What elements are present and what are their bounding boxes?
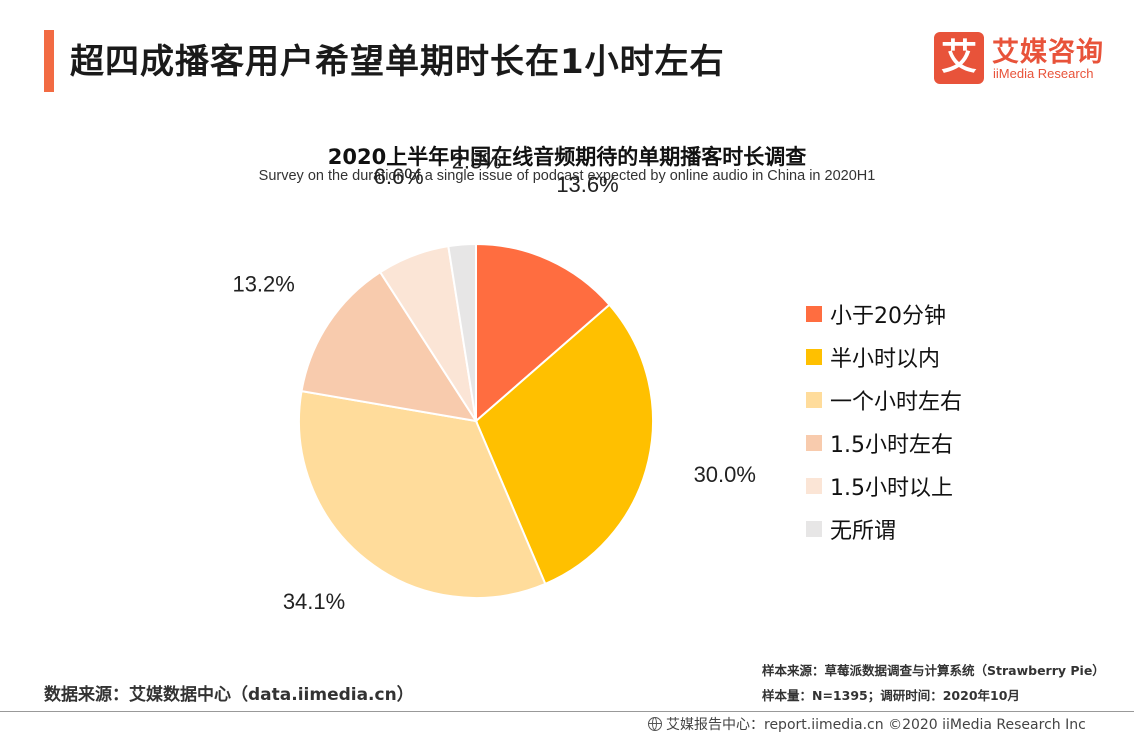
- pie-slice-1: [474, 303, 654, 586]
- legend-label: 小于20分钟: [830, 304, 946, 329]
- legend-swatch: [806, 521, 822, 537]
- logo-name-cn: 艾媒咨询: [992, 37, 1104, 68]
- footer-divider: [0, 711, 1134, 712]
- slice-value-label-3: 13.2%: [232, 272, 294, 297]
- legend-label: 一个小时左右: [830, 390, 963, 415]
- logo-mark-icon: 艾: [934, 32, 984, 84]
- brand-logo: 艾 艾媒咨询 iiMedia Research: [934, 32, 1134, 88]
- slice-value-label-5: 2.5%: [452, 149, 502, 174]
- slice-value-label-4: 6.6%: [374, 164, 424, 189]
- page-title: 超四成播客用户希望单期时长在1小时左右: [70, 42, 725, 82]
- pie-slice-0: [475, 242, 611, 424]
- legend-swatch: [806, 392, 822, 408]
- sample-size: 样本量：N=1395；调研时间：2020年10月: [762, 688, 1020, 703]
- data-source: 数据来源：艾媒数据中心（data.iimedia.cn）: [44, 685, 414, 705]
- copyright-text: 艾媒报告中心：report.iimedia.cn ©2020 iiMedia R…: [666, 717, 1086, 733]
- logo-name-en: iiMedia Research: [993, 66, 1094, 81]
- pie-slice-3: [300, 270, 479, 423]
- legend-label: 无所谓: [830, 519, 897, 544]
- pie-slice-2: [298, 389, 547, 599]
- title-accent-bar: [44, 30, 54, 92]
- legend-label: 1.5小时以上: [830, 476, 953, 501]
- pie-slice-5: [447, 242, 477, 422]
- legend-swatch: [806, 478, 822, 494]
- legend-swatch: [806, 349, 822, 365]
- chart-title: 2020上半年中国在线音频期待的单期播客时长调查: [327, 145, 807, 169]
- slice-value-label-0: 13.6%: [556, 172, 618, 197]
- chart-subtitle: Survey on the duration of a single issue…: [258, 168, 876, 184]
- legend-swatch: [806, 306, 822, 322]
- legend-swatch: [806, 435, 822, 451]
- legend-label: 半小时以内: [830, 347, 941, 372]
- slice-value-label-2: 34.1%: [283, 589, 345, 614]
- slice-value-label-1: 30.0%: [694, 462, 756, 487]
- sample-source: 样本来源：草莓派数据调查与计算系统（Strawberry Pie）: [762, 663, 1105, 678]
- footer-copyright: 艾媒报告中心：report.iimedia.cn ©2020 iiMedia R…: [648, 714, 1086, 734]
- globe-icon: [648, 717, 662, 731]
- legend-label: 1.5小时左右: [830, 433, 953, 458]
